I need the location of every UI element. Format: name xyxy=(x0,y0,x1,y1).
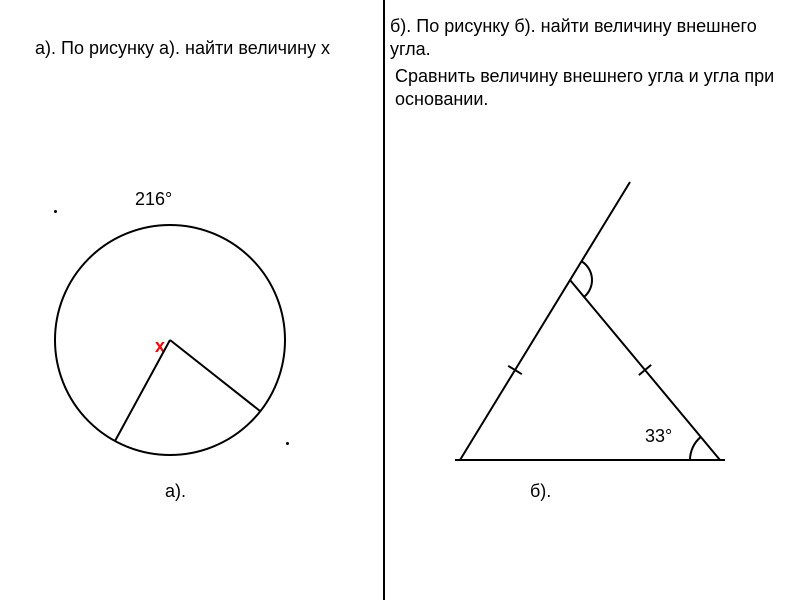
figure-b-svg xyxy=(0,0,800,600)
